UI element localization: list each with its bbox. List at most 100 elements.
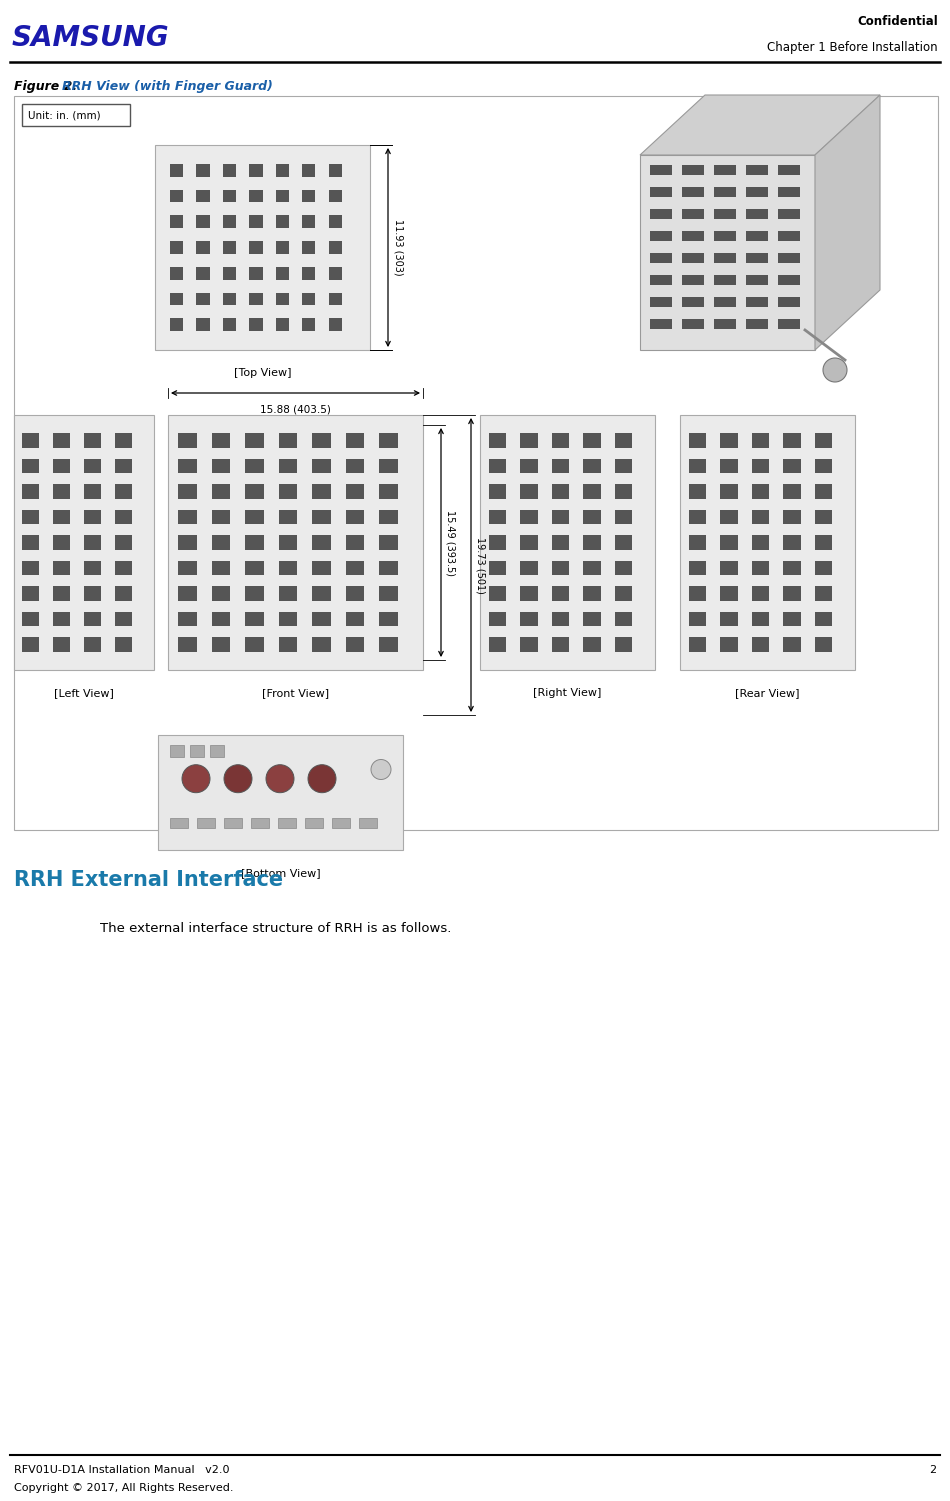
Bar xyxy=(249,318,262,332)
Bar xyxy=(276,293,289,306)
Bar xyxy=(212,612,230,626)
Bar xyxy=(359,818,377,829)
Bar xyxy=(521,638,538,651)
Bar xyxy=(179,536,197,549)
Bar xyxy=(783,459,801,473)
Bar xyxy=(689,561,706,575)
Text: SAMSUNG: SAMSUNG xyxy=(12,24,170,53)
Bar xyxy=(23,459,39,473)
Bar xyxy=(245,536,264,549)
Bar xyxy=(346,459,364,473)
Bar xyxy=(170,267,183,279)
Bar xyxy=(223,318,237,332)
Bar xyxy=(84,434,101,447)
Bar xyxy=(179,561,197,575)
Bar xyxy=(682,297,704,308)
Bar xyxy=(115,485,132,498)
Bar xyxy=(276,189,289,203)
Bar xyxy=(23,612,39,626)
Bar xyxy=(689,536,706,549)
Bar xyxy=(313,612,331,626)
Circle shape xyxy=(266,764,294,793)
Bar xyxy=(689,612,706,626)
Bar xyxy=(276,318,289,332)
Bar xyxy=(84,536,101,549)
Bar xyxy=(583,561,600,575)
FancyBboxPatch shape xyxy=(22,104,130,126)
Bar xyxy=(197,164,210,177)
Circle shape xyxy=(823,359,847,381)
Bar xyxy=(746,320,768,329)
Bar xyxy=(302,293,315,306)
Bar xyxy=(115,612,132,626)
Bar xyxy=(210,744,224,757)
Bar xyxy=(170,189,183,203)
Bar xyxy=(313,536,331,549)
Bar xyxy=(815,459,832,473)
Bar xyxy=(379,510,398,524)
Bar xyxy=(583,536,600,549)
Bar xyxy=(720,510,737,524)
Bar xyxy=(751,587,770,600)
Text: 15.88 (403.5): 15.88 (403.5) xyxy=(260,405,331,414)
Bar xyxy=(276,164,289,177)
Bar xyxy=(521,612,538,626)
Bar xyxy=(521,510,538,524)
Bar xyxy=(302,189,315,203)
Bar xyxy=(778,209,800,219)
Bar xyxy=(84,510,101,524)
Bar xyxy=(815,561,832,575)
Bar xyxy=(170,293,183,306)
Bar xyxy=(179,459,197,473)
Bar xyxy=(278,818,296,829)
Bar xyxy=(650,209,672,219)
Bar xyxy=(278,434,297,447)
Bar xyxy=(689,434,706,447)
Bar xyxy=(276,242,289,254)
Text: [Top View]: [Top View] xyxy=(234,368,292,378)
Bar xyxy=(778,188,800,197)
Bar xyxy=(179,510,197,524)
Bar xyxy=(212,510,230,524)
Bar xyxy=(53,612,70,626)
Bar xyxy=(682,320,704,329)
Bar xyxy=(783,434,801,447)
Bar xyxy=(313,638,331,651)
Bar xyxy=(583,587,600,600)
Bar xyxy=(650,165,672,176)
Bar xyxy=(251,818,269,829)
Text: The external interface structure of RRH is as follows.: The external interface structure of RRH … xyxy=(100,922,451,935)
Bar xyxy=(682,209,704,219)
Bar xyxy=(552,510,569,524)
Bar xyxy=(158,735,403,850)
Bar xyxy=(379,587,398,600)
Bar xyxy=(212,459,230,473)
Text: [Left View]: [Left View] xyxy=(54,687,114,698)
Bar xyxy=(197,242,210,254)
Bar xyxy=(751,485,770,498)
Bar xyxy=(223,215,237,228)
Bar xyxy=(615,612,632,626)
Bar xyxy=(197,293,210,306)
Bar xyxy=(379,536,398,549)
Polygon shape xyxy=(815,95,880,350)
Bar xyxy=(615,587,632,600)
Bar xyxy=(53,561,70,575)
Bar xyxy=(615,434,632,447)
Text: 19.73 (501): 19.73 (501) xyxy=(476,536,486,593)
Bar xyxy=(179,638,197,651)
Bar xyxy=(14,96,938,830)
Circle shape xyxy=(182,764,210,793)
Bar xyxy=(170,242,183,254)
Bar xyxy=(346,536,364,549)
Bar xyxy=(583,434,600,447)
Bar xyxy=(212,536,230,549)
Bar xyxy=(746,297,768,308)
Bar xyxy=(714,231,736,242)
Bar xyxy=(249,215,262,228)
Bar xyxy=(190,744,204,757)
Polygon shape xyxy=(640,95,880,155)
Bar xyxy=(521,561,538,575)
Bar xyxy=(720,638,737,651)
Bar xyxy=(778,231,800,242)
